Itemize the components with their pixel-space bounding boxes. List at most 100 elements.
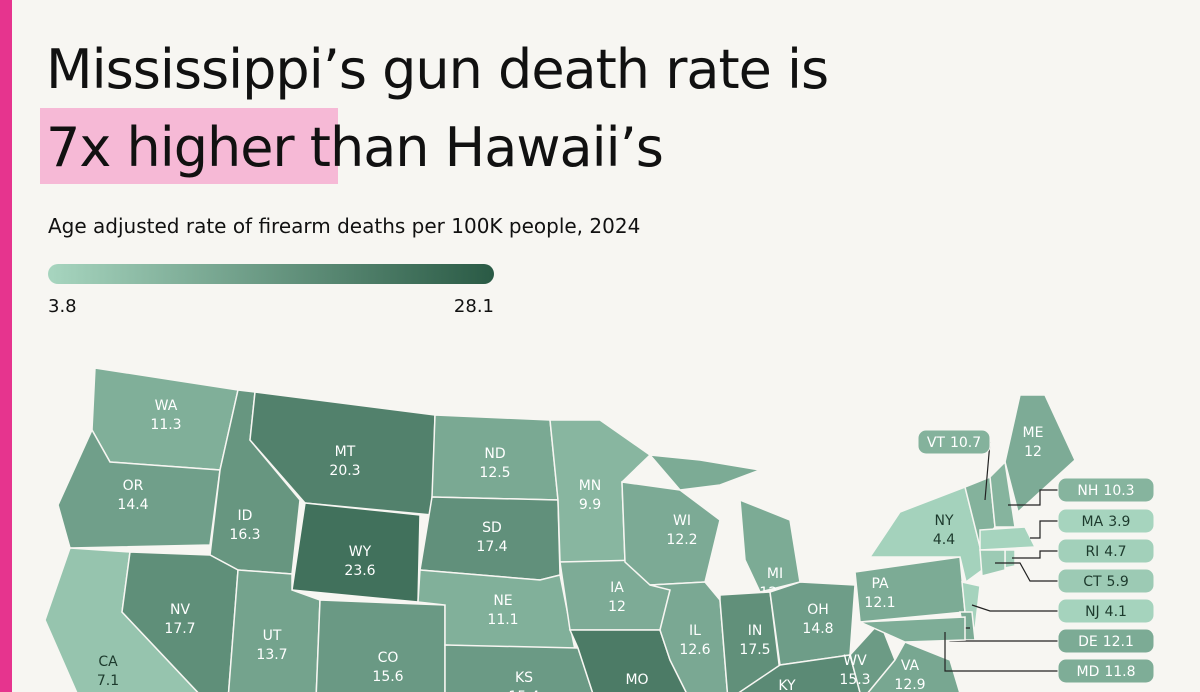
state-shape: [57, 428, 221, 549]
accent-bar: [0, 0, 12, 692]
leader-line: [984, 441, 991, 501]
subtitle: Age adjusted rate of firearm deaths per …: [48, 214, 640, 238]
state-abbr: WA: [155, 398, 178, 414]
state-abbr: WY: [349, 544, 372, 560]
state-shape: [739, 498, 801, 593]
state-shape: [769, 581, 856, 666]
state-value: 12: [1024, 444, 1042, 460]
state-value: 11.8: [1104, 664, 1135, 680]
state-shape: [979, 549, 1006, 577]
state-value: 15.4: [508, 689, 539, 692]
state-value: 12.6: [679, 642, 710, 658]
state-abbr: ID: [238, 508, 253, 524]
state-value: 10.7: [950, 435, 981, 451]
callout-box: [1057, 508, 1155, 534]
state-abbr: ME: [1023, 425, 1044, 441]
state-abbr: KS: [515, 670, 533, 686]
state-value: 7.1: [97, 673, 119, 689]
callout-box: [1057, 628, 1155, 654]
state-value: 13.7: [256, 647, 287, 663]
callout-box: [1057, 477, 1155, 503]
state-abbr: OH: [807, 602, 829, 618]
callout-label: DE 12.1: [1078, 634, 1134, 650]
state-shape: [315, 599, 446, 692]
state-abbr: MA: [1082, 514, 1104, 530]
state-value: 10.3: [1103, 483, 1134, 499]
state-abbr: KY: [778, 678, 796, 692]
title-rest: than Hawaii’s: [294, 116, 663, 179]
leader-line: [995, 562, 1058, 582]
callout-label: CT 5.9: [1083, 574, 1129, 590]
state-shape: [444, 644, 594, 692]
leader-line: [1030, 520, 1058, 539]
state-value: 14.4: [117, 497, 148, 513]
state-abbr: NV: [170, 602, 190, 618]
state-abbr: RI: [1085, 544, 1099, 560]
state-value: 15.3: [839, 672, 870, 688]
state-value: 17.7: [164, 621, 195, 637]
state-shape: [121, 551, 239, 692]
state-abbr: IA: [610, 580, 624, 596]
state-shape: [649, 581, 729, 692]
title-highlight: 7x higher: [46, 116, 295, 179]
state-abbr: CO: [378, 650, 399, 666]
state-abbr: DE: [1078, 634, 1098, 650]
state-value: 17.4: [476, 539, 507, 555]
state-value: 12.1: [1103, 634, 1134, 650]
state-abbr: VT: [927, 435, 946, 451]
state-abbr: WI: [673, 513, 691, 529]
callout-label: MD 11.8: [1076, 664, 1135, 680]
callout-box: [1057, 538, 1155, 564]
state-abbr: IN: [748, 623, 763, 639]
leader-line: [971, 604, 1058, 612]
state-value: 4.1: [1105, 604, 1127, 620]
state-shape: [1004, 549, 1016, 569]
state-shape: [961, 581, 981, 633]
state-value: 14.8: [802, 621, 833, 637]
state-abbr: WV: [843, 653, 867, 669]
state-abbr: PA: [871, 576, 889, 592]
state-abbr: MO: [625, 672, 648, 688]
state-abbr: MN: [579, 478, 602, 494]
callout-box: [1057, 568, 1155, 594]
state-abbr: NY: [934, 513, 953, 529]
leader-line: [944, 632, 1058, 672]
state-abbr: MD: [1076, 664, 1099, 680]
state-abbr: ND: [484, 446, 505, 462]
title-line2: 7x higher than Hawaii’s: [46, 116, 663, 179]
callout-label: MA 3.9: [1082, 514, 1131, 530]
map: WA 11.3 OR 14.4 CA 7.1 ID 16.3 NV 17.7 MT 20.3 WY 23.…: [44, 367, 1155, 692]
state-abbr: VA: [901, 658, 920, 674]
state-abbr: MI: [767, 566, 783, 582]
state-value: 11.1: [487, 612, 518, 628]
state-value: 12: [608, 599, 626, 615]
state-value: 4.4: [933, 532, 955, 548]
state-value: 12.1: [864, 595, 895, 611]
state-shape: [979, 526, 1037, 551]
state-value: 12.2: [666, 532, 697, 548]
state-abbr: MT: [335, 444, 356, 460]
state-shape: [1004, 394, 1076, 514]
state-value: 11.3: [150, 417, 181, 433]
state-shape: [859, 616, 966, 643]
state-value: 16.3: [229, 527, 260, 543]
legend-max: 28.1: [454, 296, 494, 317]
state-abbr: UT: [263, 628, 282, 644]
state-abbr: CA: [98, 654, 118, 670]
state-value: 12.9: [894, 677, 925, 692]
state-value: 20.3: [329, 463, 360, 479]
leader-line: [1008, 489, 1058, 506]
callout-box: [1057, 658, 1155, 684]
state-shape: [867, 641, 961, 692]
state-value: 3.9: [1108, 514, 1130, 530]
title-line1: Mississippi’s gun death rate is: [46, 38, 828, 101]
leader-line: [1012, 550, 1058, 559]
callout-label: VT 10.7: [927, 435, 981, 451]
state-value: 9.9: [579, 497, 601, 513]
state-value: 12.5: [479, 465, 510, 481]
callout-box: [1057, 598, 1155, 624]
state-value: 15.6: [372, 669, 403, 685]
callout-label: RI 4.7: [1085, 544, 1126, 560]
